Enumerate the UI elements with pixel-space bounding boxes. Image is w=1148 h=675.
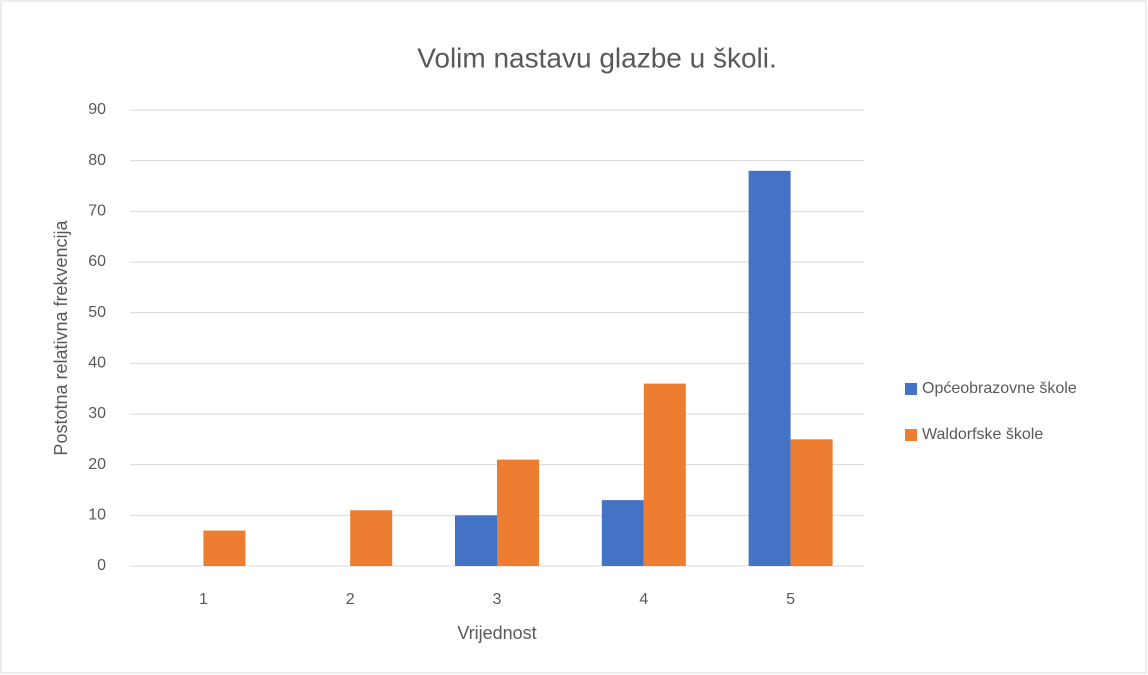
y-tick-label: 50 xyxy=(88,304,106,321)
bar xyxy=(350,510,393,566)
bar xyxy=(455,515,497,566)
y-tick-label: 70 xyxy=(88,203,106,220)
x-tick-label: 2 xyxy=(346,591,355,608)
y-tick-label: 10 xyxy=(88,507,106,524)
legend-label: Waldorfske škole xyxy=(922,426,1043,443)
legend-swatch xyxy=(905,429,917,441)
x-axis-label: Vrijednost xyxy=(457,623,536,643)
y-tick-label: 0 xyxy=(97,557,106,574)
y-tick-label: 90 xyxy=(88,101,106,118)
bar xyxy=(601,500,644,566)
bar xyxy=(203,530,246,566)
x-tick-label: 3 xyxy=(493,591,502,608)
chart-title: Volim nastavu glazbe u školi. xyxy=(417,42,777,73)
bar xyxy=(790,439,833,566)
y-tick-label: 60 xyxy=(88,253,106,270)
y-tick-label: 80 xyxy=(88,152,106,169)
y-tick-label: 40 xyxy=(88,355,106,372)
y-tick-label: 20 xyxy=(88,456,106,473)
bar xyxy=(497,459,539,566)
bar xyxy=(643,383,686,566)
bar xyxy=(748,170,791,567)
x-tick-label: 4 xyxy=(639,591,648,608)
y-axis-label: Postotna relativna frekvencija xyxy=(51,219,71,455)
x-tick-label: 1 xyxy=(199,591,208,608)
legend-label: Općeobrazovne škole xyxy=(922,380,1077,397)
y-tick-label: 30 xyxy=(88,405,106,422)
legend-swatch xyxy=(905,383,917,395)
x-tick-label: 5 xyxy=(786,591,795,608)
